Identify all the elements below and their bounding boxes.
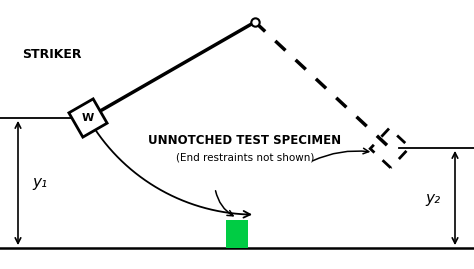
Text: y₁: y₁ bbox=[32, 175, 47, 190]
Bar bbox=[226, 220, 248, 248]
Text: W: W bbox=[82, 113, 94, 123]
Polygon shape bbox=[69, 99, 107, 137]
Text: (End restraints not shown): (End restraints not shown) bbox=[176, 153, 314, 163]
Text: STRIKER: STRIKER bbox=[22, 48, 82, 62]
Text: UNNOTCHED TEST SPECIMEN: UNNOTCHED TEST SPECIMEN bbox=[148, 133, 342, 147]
Text: y₂: y₂ bbox=[426, 190, 441, 206]
